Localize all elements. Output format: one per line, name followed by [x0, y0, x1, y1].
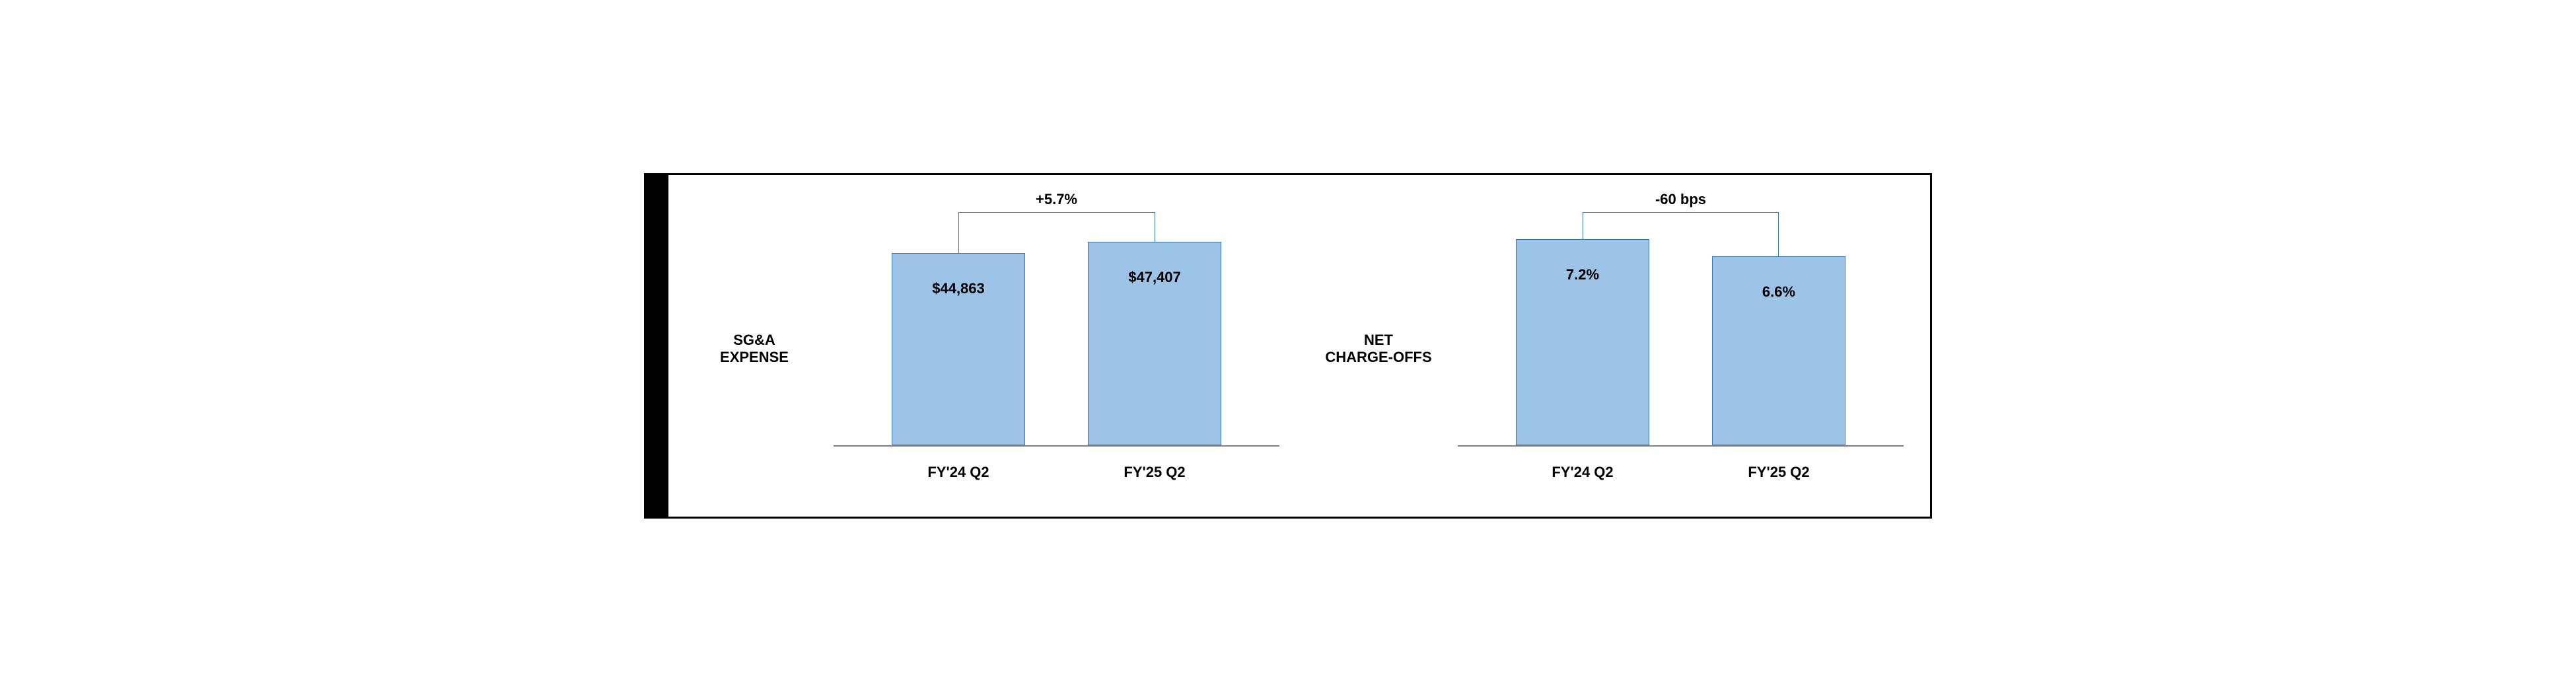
chart-area: $44,863 FY'24 Q2 $47,407 FY'25 Q2 +5.7% — [834, 188, 1279, 510]
chart-panel: SG&A EXPENSE $44,863 FY'24 Q2 $47,407 FY'25 … — [668, 175, 1930, 517]
x-axis — [1458, 445, 1904, 447]
bracket-label: -60 bps — [1655, 191, 1706, 208]
chart-title: NET CHARGE-OFFS — [1319, 332, 1438, 366]
bar-value-label: 6.6% — [1713, 283, 1845, 301]
bar: 6.6% — [1712, 256, 1846, 445]
outer-frame: SG&A EXPENSE $44,863 FY'24 Q2 $47,407 FY'25 … — [644, 173, 1932, 519]
chart-nco: NET CHARGE-OFFS 7.2% FY'24 Q2 6.6% FY'25 Q2 -… — [1319, 188, 1904, 510]
chart-area: 7.2% FY'24 Q2 6.6% FY'25 Q2 -60 bps — [1458, 188, 1904, 510]
bar: 7.2% — [1516, 239, 1650, 445]
x-axis-label: FY'24 Q2 — [1552, 464, 1613, 481]
bar-value-label: $44,863 — [892, 280, 1025, 297]
bar: $47,407 — [1088, 242, 1222, 445]
x-axis-label: FY'24 Q2 — [927, 464, 989, 481]
bar-value-label: 7.2% — [1517, 266, 1649, 283]
x-axis-label: FY'25 Q2 — [1748, 464, 1809, 481]
bar-value-label: $47,407 — [1089, 269, 1221, 286]
x-axis — [834, 445, 1279, 447]
bar: $44,863 — [892, 253, 1026, 445]
comparison-bracket — [958, 212, 1155, 253]
left-black-strip — [646, 175, 668, 517]
x-axis-label: FY'25 Q2 — [1124, 464, 1185, 481]
chart-sga: SG&A EXPENSE $44,863 FY'24 Q2 $47,407 FY'25 … — [695, 188, 1279, 510]
chart-title: SG&A EXPENSE — [695, 332, 814, 366]
bracket-label: +5.7% — [1036, 191, 1077, 208]
comparison-bracket — [1583, 212, 1779, 256]
